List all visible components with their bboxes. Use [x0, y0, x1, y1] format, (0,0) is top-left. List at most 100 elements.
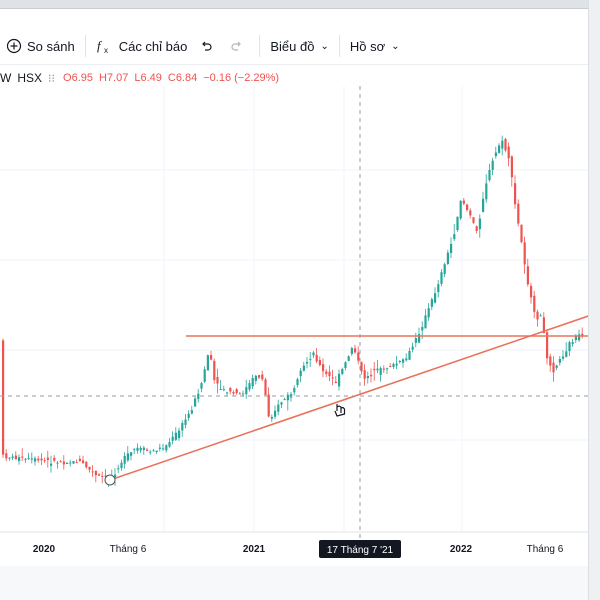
- symbol-name[interactable]: W: [0, 71, 12, 85]
- indicators-label: Các chỉ báo: [118, 38, 188, 54]
- candle-body: [472, 217, 475, 223]
- candle-body: [187, 413, 190, 418]
- candle-body: [62, 461, 65, 465]
- candle-body: [98, 474, 101, 476]
- candle-body: [523, 242, 526, 265]
- candle-body: [363, 370, 366, 379]
- candle-body: [27, 458, 30, 460]
- candle-body: [94, 470, 97, 476]
- indicators-button[interactable]: f x Các chỉ báo: [90, 32, 194, 60]
- candle-body: [494, 152, 497, 157]
- candle-body: [312, 352, 315, 356]
- candle-body: [562, 356, 565, 359]
- candle-body: [533, 295, 536, 312]
- candle-body: [322, 364, 325, 372]
- candle-body: [142, 447, 145, 450]
- candle-body: [389, 366, 392, 368]
- candle-body: [130, 452, 133, 456]
- candle-body: [235, 389, 238, 394]
- candle-body: [293, 388, 296, 393]
- candle-body: [542, 317, 545, 334]
- candle-body: [568, 342, 571, 352]
- candle-body: [69, 462, 72, 464]
- candle-body: [309, 358, 312, 360]
- chart-toolbar: So sánh f x Các chỉ báo Biểu đồ ⌄: [0, 28, 600, 65]
- candle-body: [50, 463, 53, 466]
- candle-body: [251, 378, 254, 387]
- candle-body: [165, 445, 168, 451]
- crosshair-time-label-bg: [319, 540, 401, 558]
- candle-body: [197, 393, 200, 400]
- candle-body: [574, 336, 577, 341]
- candle-body: [357, 352, 360, 361]
- crosshair-time-label: 17 Tháng 7 '21: [327, 545, 394, 556]
- candle-body: [184, 419, 187, 425]
- candle-body: [66, 463, 69, 464]
- chart-type-dropdown[interactable]: Biểu đồ ⌄: [264, 32, 334, 60]
- candle-body: [462, 200, 465, 204]
- candle-body: [178, 430, 181, 438]
- candle-body: [536, 311, 539, 320]
- candle-body: [261, 374, 264, 380]
- candle-body: [155, 450, 158, 452]
- candle-body: [350, 348, 353, 354]
- candle-body: [331, 377, 334, 379]
- candle-body: [466, 204, 469, 210]
- candle-body: [264, 379, 267, 396]
- undo-button[interactable]: [193, 32, 224, 60]
- more-options-icon[interactable]: ⁝⁝: [48, 72, 56, 85]
- candle-body: [354, 348, 357, 353]
- toolbar-divider: [338, 35, 340, 57]
- candle-body: [434, 293, 437, 303]
- candle-body: [91, 471, 94, 473]
- candle-body: [75, 462, 78, 464]
- legend-change: −0.16 (−2.29%): [203, 72, 280, 84]
- trend-line[interactable]: [109, 312, 588, 481]
- candle-body: [85, 461, 88, 468]
- candle-body: [248, 383, 251, 390]
- candle-body: [232, 392, 235, 394]
- candle-body: [504, 139, 507, 151]
- candle-body: [219, 389, 222, 390]
- candle-body: [114, 474, 117, 478]
- candle-body: [334, 381, 337, 383]
- candle-body: [242, 393, 245, 395]
- candle-body: [120, 462, 123, 469]
- candle-body: [181, 423, 184, 431]
- candle-body: [146, 449, 149, 451]
- candle-body: [386, 368, 389, 370]
- price-chart[interactable]: 2020 Tháng 6 2021 17 Tháng 7 '21 2022 Th…: [0, 86, 588, 600]
- time-axis: 2020 Tháng 6 2021 17 Tháng 7 '21 2022 Th…: [33, 540, 564, 558]
- candle-body: [379, 368, 382, 375]
- candle-body: [274, 410, 277, 417]
- candle-body: [270, 417, 273, 419]
- candle-body: [459, 200, 462, 219]
- candle-body: [200, 383, 203, 389]
- candle-body: [392, 363, 395, 367]
- profile-dropdown[interactable]: Hồ sơ ⌄: [344, 32, 406, 60]
- candle-body: [373, 368, 376, 371]
- candle-body: [501, 140, 504, 149]
- candle-body: [43, 460, 46, 462]
- redo-button[interactable]: [224, 32, 255, 60]
- candle-body: [488, 170, 491, 181]
- compare-button[interactable]: So sánh: [0, 32, 81, 60]
- svg-text:f: f: [97, 38, 103, 53]
- candle-body: [565, 351, 568, 357]
- candle-body: [344, 362, 347, 368]
- candle-body: [280, 402, 283, 405]
- svg-text:x: x: [104, 46, 108, 54]
- candle-body: [478, 218, 481, 230]
- candle-body: [162, 448, 165, 450]
- candle-body: [418, 334, 421, 343]
- candle-body: [152, 450, 155, 452]
- trend-line-anchor[interactable]: [104, 474, 116, 486]
- candle-body: [24, 458, 27, 460]
- candle-body: [402, 359, 405, 363]
- candle-body: [469, 210, 472, 216]
- candle-body: [18, 457, 21, 461]
- time-axis-label: Tháng 6: [110, 544, 147, 555]
- candle-body: [254, 375, 257, 381]
- candle-body: [530, 286, 533, 298]
- candle-body: [395, 363, 398, 366]
